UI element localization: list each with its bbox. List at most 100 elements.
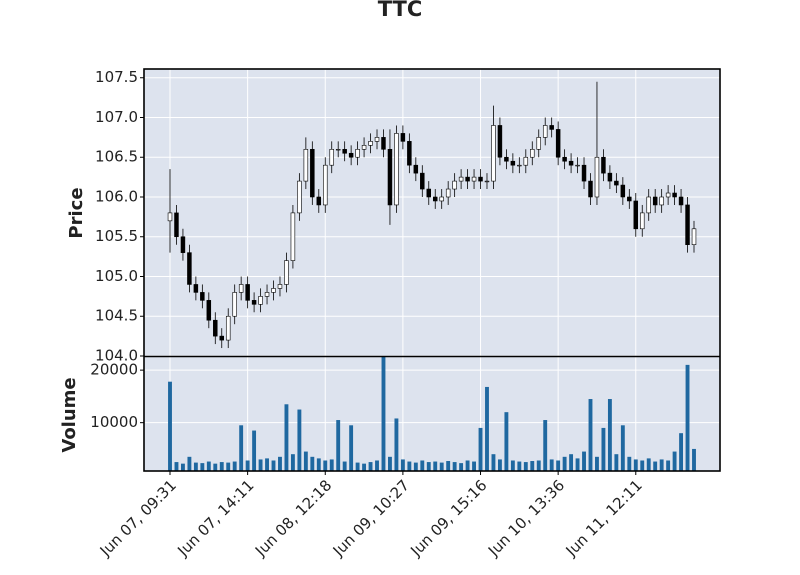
candle-body [652, 196, 658, 206]
y-tick-label: 105.5 [95, 227, 138, 245]
candle-body [200, 292, 205, 301]
candle-body [517, 164, 522, 167]
volume-bar [362, 463, 367, 471]
volume-bar [607, 399, 612, 471]
volume-bar [323, 460, 328, 471]
candle-body [206, 300, 212, 321]
candle-body [575, 164, 580, 167]
candle-body [374, 137, 380, 142]
candle-body [678, 196, 684, 206]
volume-bar [426, 462, 431, 471]
candle-body [187, 252, 192, 285]
candle-body [607, 172, 613, 182]
candle-body [691, 228, 697, 245]
candle-body [542, 125, 548, 138]
volume-tick-label: 20000 [90, 361, 138, 379]
candle-body [271, 288, 276, 293]
volume-bar [685, 364, 690, 471]
volume-bar [497, 459, 502, 471]
candle-body [400, 133, 406, 142]
candle-body [420, 172, 425, 190]
candle-body [478, 176, 483, 182]
y-tick-label: 107.0 [95, 108, 138, 126]
volume-bar [310, 456, 315, 471]
candle-body [335, 148, 341, 151]
candle-body [523, 156, 529, 166]
volume-bar [355, 462, 360, 471]
candle-body [510, 160, 516, 166]
x-tick-label: Jun 07, 09:31 [96, 476, 180, 560]
volume-bar [569, 454, 574, 471]
volume-bar [601, 427, 606, 471]
volume-bar [504, 412, 509, 471]
candle-body [465, 176, 470, 182]
volume-bar [388, 456, 392, 471]
volume-bar [232, 461, 237, 471]
volume-bar [284, 404, 289, 471]
candle-body [225, 315, 231, 341]
volume-bar [633, 459, 638, 471]
candle-body [251, 300, 257, 305]
volume-bar [200, 463, 205, 471]
volume-bar [640, 460, 645, 471]
volume-bar [510, 460, 515, 471]
candle-body [426, 188, 432, 198]
volume-bar [245, 460, 250, 471]
volume-bar [420, 460, 425, 471]
volume-bar [588, 399, 593, 471]
candle-body [303, 148, 309, 182]
volume-bar [582, 451, 586, 471]
volume-bar [239, 425, 244, 471]
volume-bar [523, 462, 528, 471]
x-tick-label: Jun 09, 10:27 [329, 476, 413, 560]
volume-bar [549, 459, 554, 471]
volume-bar [653, 461, 658, 471]
candle-body [348, 152, 354, 158]
volume-bar [659, 459, 664, 471]
volume-bar [336, 420, 341, 471]
volume-bar [342, 461, 347, 471]
volume-bar [536, 460, 541, 471]
volume-bar [646, 458, 651, 471]
candle-body [387, 148, 393, 206]
volume-axis-label: Volume [59, 377, 80, 452]
y-tick-label: 105.0 [95, 267, 138, 285]
candle-body [665, 192, 671, 198]
candle-body [562, 156, 567, 162]
candle-body [297, 180, 302, 214]
x-tick-label: Jun 11, 12:11 [562, 476, 646, 560]
candle-body [277, 284, 283, 289]
volume-bar [381, 357, 386, 471]
volume-bar [478, 427, 483, 471]
volume-bar [174, 462, 179, 471]
candle-body [167, 212, 173, 222]
candle-body [355, 148, 360, 158]
volume-bar [303, 451, 308, 471]
volume-bar [252, 430, 257, 471]
volume-bar [349, 425, 354, 471]
candle-body [530, 148, 535, 158]
volume-bar [530, 461, 535, 471]
frame [143, 68, 721, 472]
volume-bar [193, 462, 198, 471]
candle-body [213, 319, 218, 337]
candle-body [594, 156, 600, 198]
candle-body [394, 133, 399, 206]
volume-bar [439, 462, 444, 471]
candle-body [439, 196, 444, 202]
candle-body [568, 160, 574, 166]
volume-bar [213, 463, 218, 471]
volume-bar [452, 462, 457, 471]
price-panel [144, 69, 720, 356]
volume-bar [614, 454, 619, 471]
volume-bar [679, 433, 684, 471]
volume-bar [517, 461, 522, 471]
candle-body [323, 164, 328, 206]
candle-body [245, 284, 250, 301]
volume-bar [446, 461, 451, 471]
y-tick-label: 104.0 [95, 347, 138, 365]
chart-title: TTC [378, 0, 423, 21]
candle-body [659, 196, 664, 206]
candle-body [536, 137, 541, 150]
volume-bar [329, 459, 334, 471]
